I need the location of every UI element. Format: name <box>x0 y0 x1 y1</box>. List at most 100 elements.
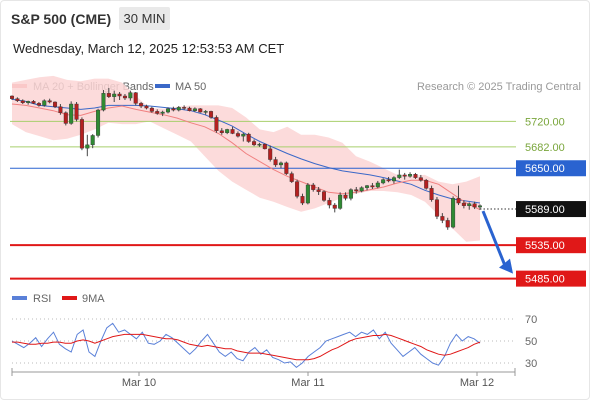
candle-body <box>203 111 208 113</box>
candle-body <box>246 133 251 142</box>
candle-body <box>133 92 138 104</box>
bollinger-band <box>12 75 480 242</box>
candle-body <box>182 107 187 109</box>
candle-body <box>106 93 111 97</box>
candle-body <box>117 93 122 97</box>
candle-body <box>338 194 343 209</box>
level-label-resistance: 5682.00 <box>525 142 565 154</box>
credit-text: Research © 2025 Trading Central <box>417 81 581 93</box>
rsi-line <box>11 322 481 369</box>
level-tag-support <box>516 237 586 254</box>
candle-body <box>96 109 101 136</box>
candle-body <box>268 148 273 160</box>
candle-body <box>284 162 289 174</box>
ma20-line <box>11 103 481 211</box>
candle-body <box>375 182 380 188</box>
candle-body <box>235 133 240 137</box>
timeframe-badge[interactable]: 30 MIN <box>119 7 170 30</box>
candle-body <box>36 103 41 106</box>
instrument-title: S&P 500 (CME) <box>11 11 112 27</box>
candle-body <box>214 117 219 131</box>
candle-body <box>112 93 117 97</box>
candle-body <box>467 203 472 206</box>
candle-body <box>26 101 31 103</box>
candle-body <box>343 194 348 199</box>
level-tag-pivot <box>516 160 586 177</box>
level-label-resistance: 5720.00 <box>525 116 565 128</box>
candle-body <box>257 143 262 146</box>
level-tag-support <box>516 270 586 287</box>
legend-rsi-ma-label: 9MA <box>82 293 105 305</box>
candle-body <box>42 100 47 106</box>
rsi-ma-line <box>12 333 481 361</box>
candle-body <box>305 184 310 204</box>
candle-body <box>192 108 197 111</box>
candle-body <box>15 98 20 101</box>
candle-body <box>69 103 74 124</box>
candle-body <box>165 108 170 113</box>
level-label-support: 5535.00 <box>525 240 565 252</box>
candle-body <box>122 95 127 99</box>
candle-body <box>434 199 439 217</box>
candle-body <box>230 129 235 134</box>
candle-body <box>187 107 192 111</box>
candle-body <box>332 204 337 209</box>
timestamp: Wednesday, March 12, 2025 12:53:53 AM CE… <box>13 41 285 56</box>
legend-ma50-label: MA 50 <box>175 81 206 93</box>
candle-body <box>160 111 165 114</box>
candle-body <box>252 141 257 146</box>
candle-body <box>74 103 79 120</box>
level-label-pivot: 5650.00 <box>525 163 565 175</box>
forecast-arrow-shaft <box>481 210 507 267</box>
x-tick-label: Mar 11 <box>291 377 324 389</box>
candle-body <box>424 180 429 189</box>
candle-body <box>359 187 364 192</box>
candle-body <box>171 108 176 111</box>
candle-body <box>348 189 353 199</box>
candle-body <box>219 130 224 133</box>
candle-body <box>128 92 133 99</box>
candle-body <box>322 191 327 201</box>
candle-body <box>225 129 230 133</box>
candle-body <box>63 112 68 124</box>
candle-body <box>300 196 305 204</box>
candle-body <box>58 106 63 113</box>
candle-body <box>278 162 283 166</box>
candle-body <box>456 198 461 204</box>
candle-body <box>365 185 370 188</box>
level-label-support: 5485.00 <box>525 274 565 286</box>
candle-body <box>370 185 375 188</box>
rsi-tick-label: 70 <box>525 314 537 326</box>
legend-rsi-ma-swatch <box>62 296 77 300</box>
candle-body <box>209 111 214 118</box>
candle-body <box>408 174 413 177</box>
candle-body <box>31 101 36 104</box>
candle-body <box>85 144 90 149</box>
candle-body <box>381 179 386 184</box>
candle-body <box>397 174 402 178</box>
candle-body <box>176 107 181 111</box>
candle-body <box>386 179 391 182</box>
candle-body <box>402 174 407 177</box>
rsi-tick-label: 50 <box>525 336 537 348</box>
candle-body <box>429 188 434 200</box>
candle-body <box>9 95 14 99</box>
candle-body <box>295 181 300 197</box>
legend-ma50-swatch <box>155 84 170 88</box>
candle-body <box>198 108 203 113</box>
candle-body <box>391 177 396 182</box>
header-bar: S&P 500 (CME) 30 MIN <box>0 0 590 36</box>
candle-body <box>445 220 450 228</box>
candle-body <box>273 159 278 166</box>
candle-body <box>311 184 316 190</box>
candle-body <box>101 93 106 111</box>
candle-body <box>289 173 294 182</box>
candle-body <box>316 189 321 192</box>
candle-body <box>478 205 483 208</box>
candle-body <box>472 203 477 208</box>
candle-body <box>327 200 332 206</box>
forecast-arrow-head <box>499 258 513 274</box>
candle-body <box>47 100 52 103</box>
current-price-label: 5589.00 <box>525 204 565 216</box>
